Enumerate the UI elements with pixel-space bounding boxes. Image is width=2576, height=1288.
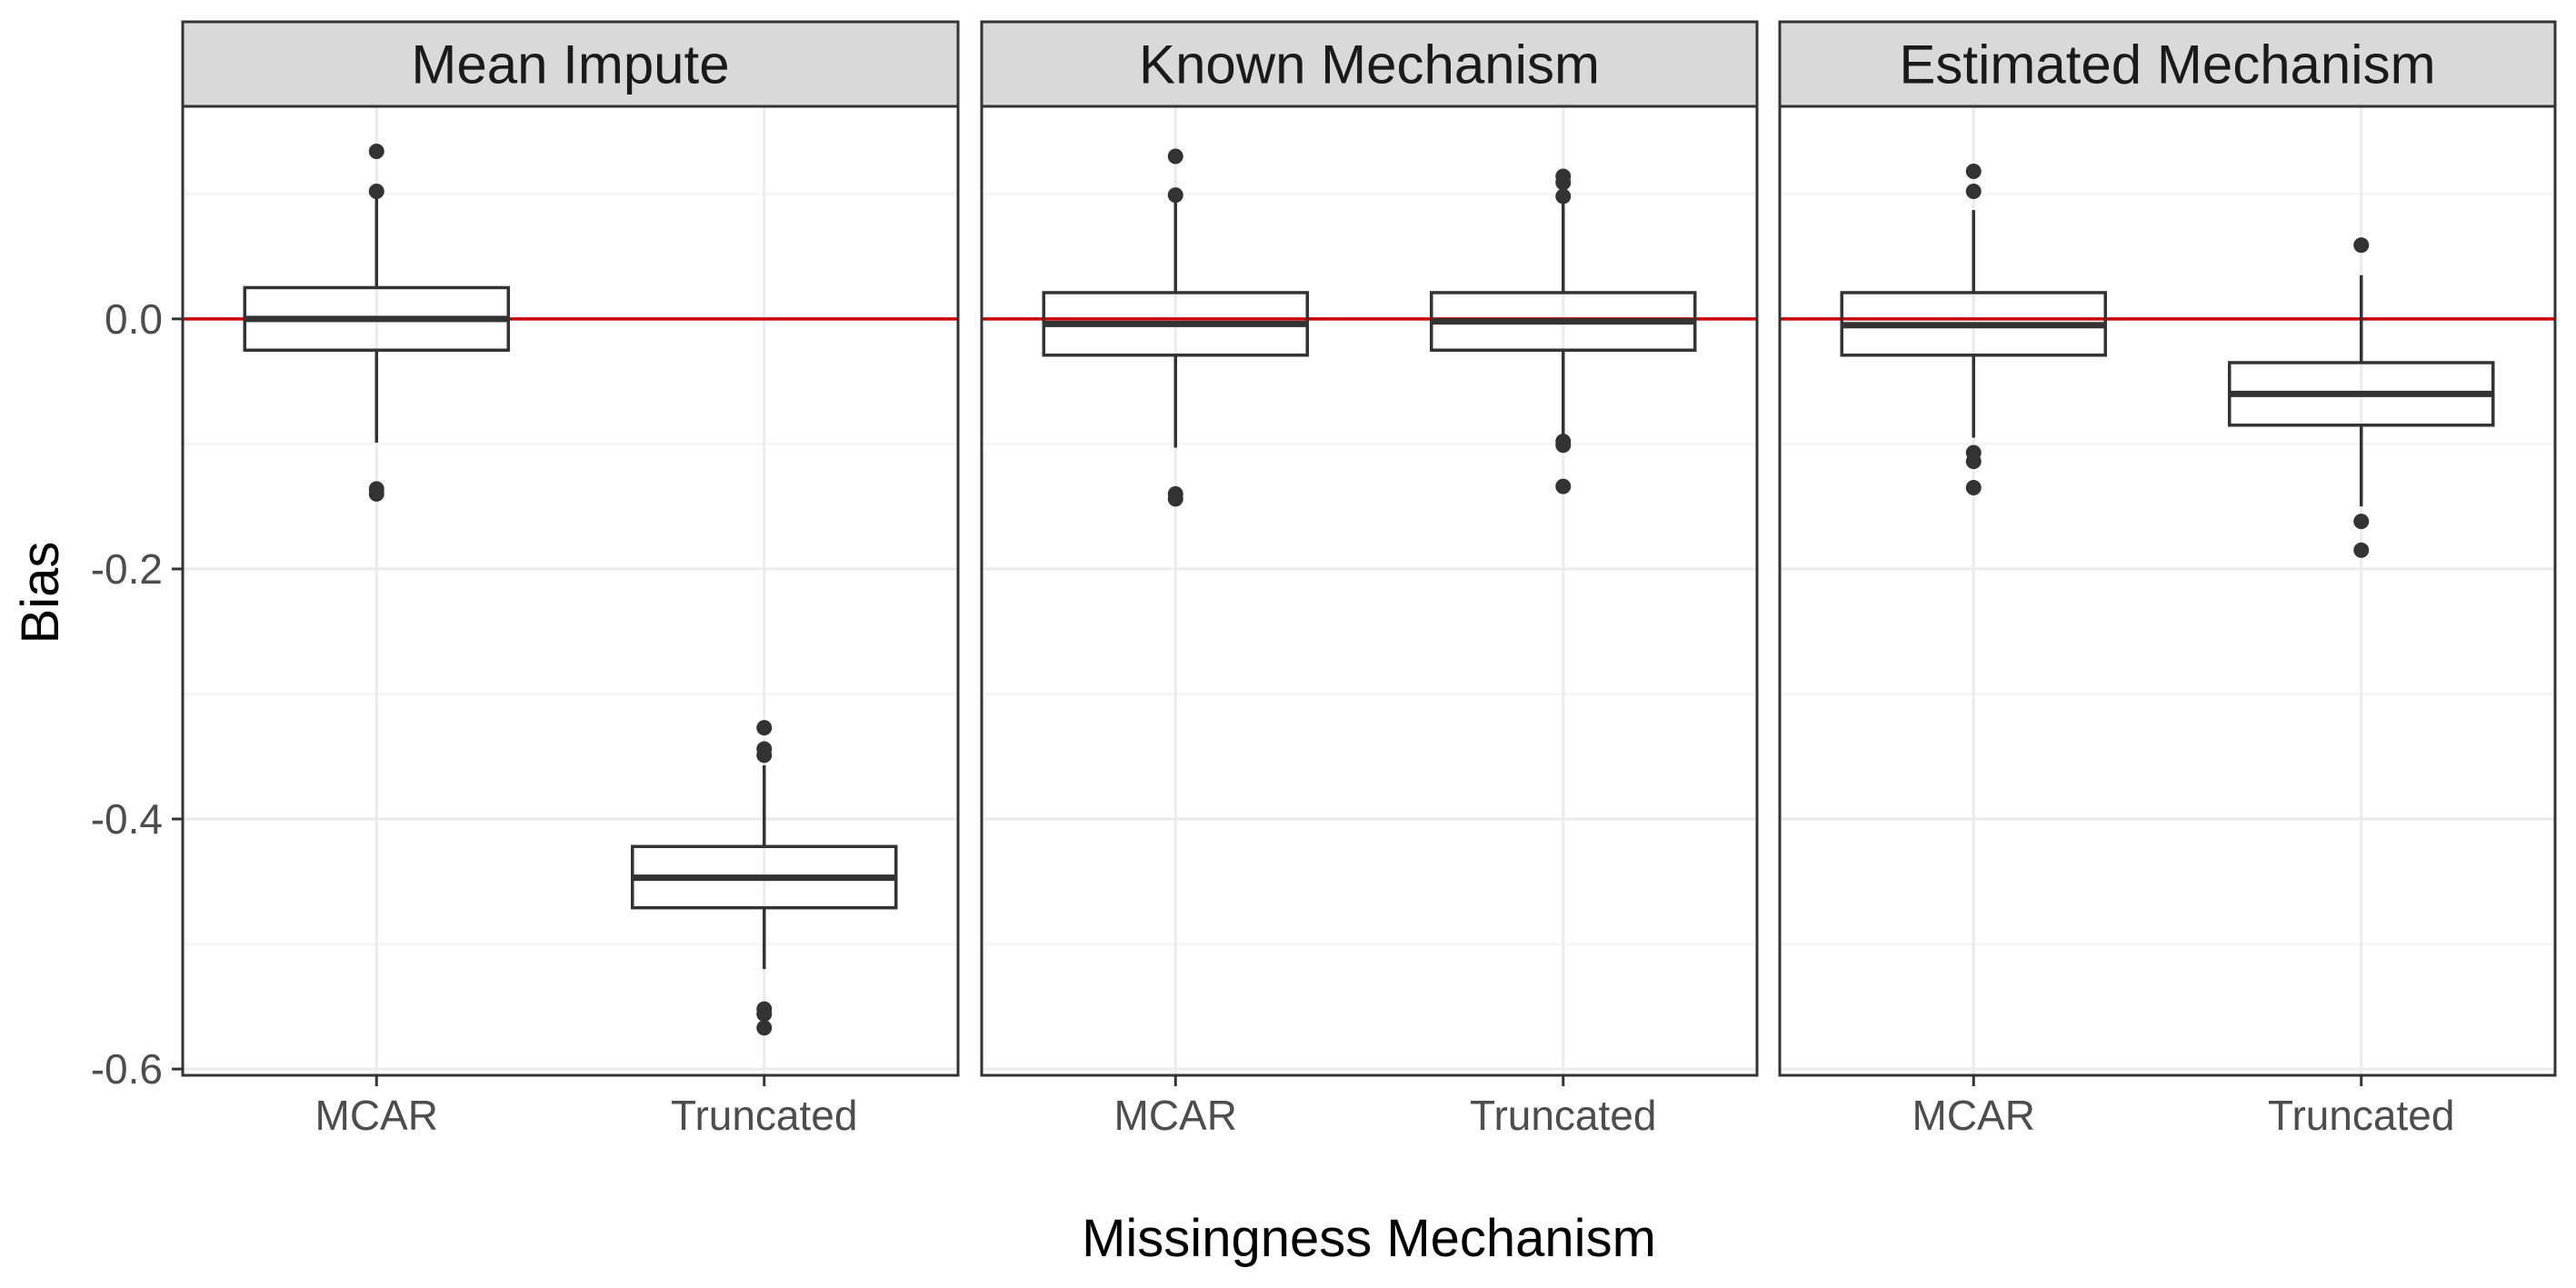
outlier-point <box>1965 164 1982 180</box>
strip-background <box>1778 20 2557 108</box>
outlier-point <box>1555 437 1572 454</box>
outlier-point <box>1555 478 1572 494</box>
outlier-point <box>2353 514 2370 530</box>
x-tick-label: Truncated <box>2268 1092 2454 1139</box>
strip-background <box>181 20 960 108</box>
outlier-point <box>756 747 773 764</box>
boxplot-mcar <box>1840 164 2107 496</box>
outlier-point <box>1965 480 1982 496</box>
outlier-point <box>756 720 773 736</box>
y-tick-label: 0.0 <box>105 295 163 343</box>
boxplot-mcar <box>1042 148 1309 507</box>
outlier-point <box>368 184 384 200</box>
x-tick-label: MCAR <box>315 1092 438 1139</box>
facet-panel: Estimated Mechanism MCAR Truncated <box>1778 20 2557 1139</box>
facet-panel: Known Mechanism MCAR Truncated <box>980 20 1759 1139</box>
panel-background <box>183 106 958 1075</box>
outlier-point <box>1965 184 1982 200</box>
outlier-point <box>1167 491 1183 507</box>
strip-background <box>980 20 1759 108</box>
strip-title: Estimated Mechanism <box>1899 35 2435 95</box>
outlier-point <box>1167 187 1183 204</box>
facet-panel: Mean Impute MCAR Truncated <box>181 20 960 1139</box>
outlier-point <box>756 1006 773 1023</box>
x-tick-label: MCAR <box>1912 1092 2035 1139</box>
y-axis: 0.0 -0.2 -0.4 -0.6 <box>91 295 183 1093</box>
outlier-point <box>368 485 384 502</box>
outlier-point <box>368 144 384 160</box>
strip-title: Known Mechanism <box>1139 35 1600 95</box>
y-tick-label: -0.2 <box>91 545 163 593</box>
boxplot-truncated <box>2228 237 2495 558</box>
x-tick-label: MCAR <box>1114 1092 1237 1139</box>
outlier-point <box>756 1020 773 1036</box>
outlier-point <box>1167 148 1183 165</box>
y-axis-title: Bias <box>11 542 70 644</box>
boxplot-truncated <box>631 720 898 1036</box>
boxplot-truncated <box>1430 168 1697 494</box>
outlier-point <box>1965 454 1982 470</box>
boxplot-mcar <box>243 144 510 502</box>
outlier-point <box>2353 237 2370 254</box>
panel-background <box>982 106 1757 1075</box>
outlier-point <box>1555 188 1572 205</box>
y-tick-label: -0.4 <box>91 795 163 843</box>
outlier-point <box>1555 175 1572 191</box>
panel-background <box>1780 106 2555 1075</box>
x-tick-label: Truncated <box>671 1092 857 1139</box>
y-tick-label: -0.6 <box>91 1045 163 1093</box>
panels-layer: Mean Impute MCAR Truncated Known Mechanism M… <box>181 20 2557 1139</box>
x-axis-title: Missingness Mechanism <box>1082 1209 1656 1268</box>
outlier-point <box>2353 542 2370 558</box>
x-tick-label: Truncated <box>1470 1092 1656 1139</box>
strip-title: Mean Impute <box>411 35 729 95</box>
